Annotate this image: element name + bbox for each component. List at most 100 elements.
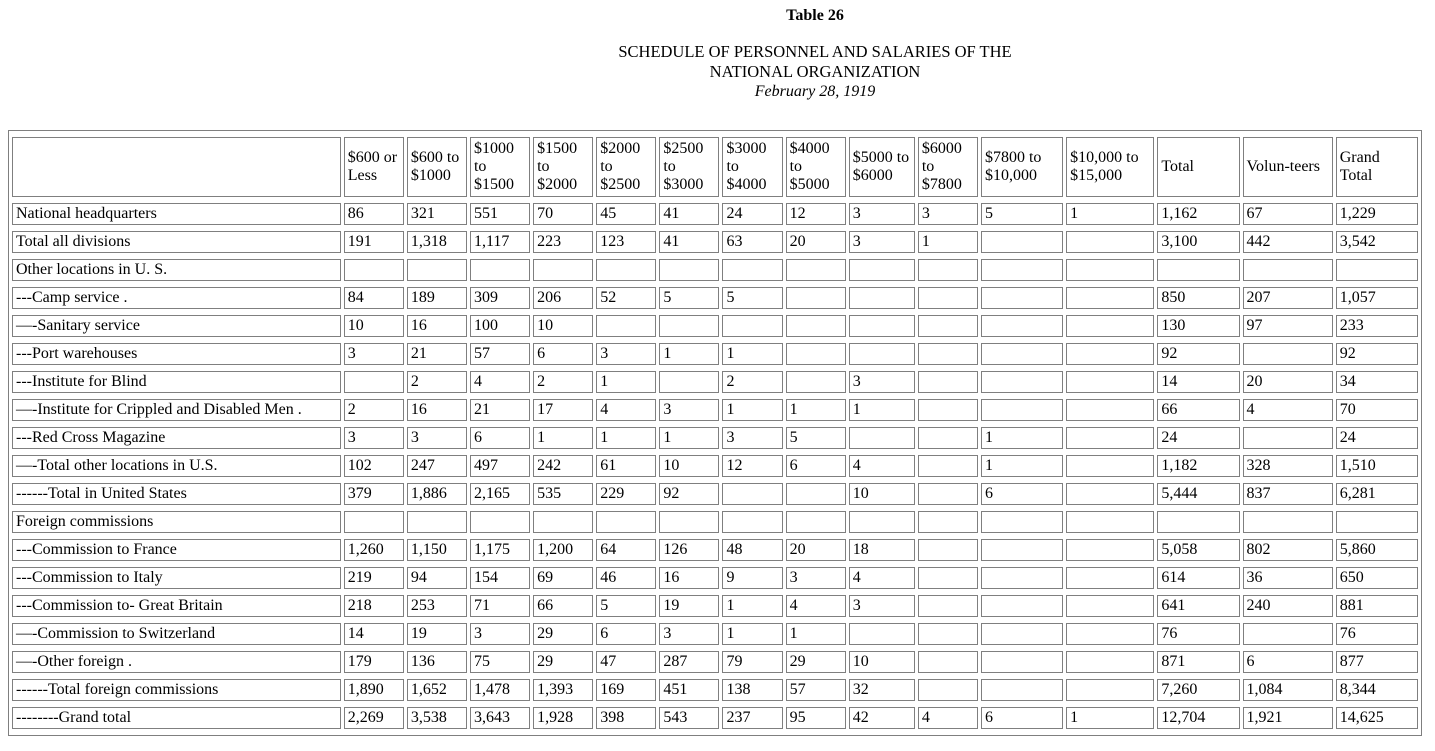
cell: 5	[596, 595, 657, 617]
cell: 123	[596, 231, 657, 253]
cell	[917, 679, 978, 701]
row-label: Total all divisions	[12, 231, 341, 253]
cell: 10	[848, 483, 915, 505]
document-heading: Table 26 SCHEDULE OF PERSONNEL AND SALAR…	[0, 0, 1435, 102]
cell	[659, 259, 720, 281]
cell	[596, 511, 657, 533]
cell: 3	[659, 399, 720, 421]
row-label: —-Other foreign .	[12, 651, 341, 673]
cell: 4	[917, 707, 978, 729]
cell: 223	[533, 231, 594, 253]
cell: 21	[406, 343, 467, 365]
cell: 7,260	[1157, 679, 1240, 701]
cell: 1	[980, 455, 1064, 477]
cell: 5,058	[1157, 539, 1240, 561]
cell	[1157, 259, 1240, 281]
cell	[343, 511, 404, 533]
cell: 6,281	[1335, 483, 1418, 505]
cell: 497	[469, 455, 531, 477]
row-label: National headquarters	[12, 203, 341, 225]
cell: 19	[659, 595, 720, 617]
cell: 451	[659, 679, 720, 701]
column-header: $600 or Less	[343, 137, 404, 197]
cell	[1066, 595, 1155, 617]
cell: 102	[343, 455, 404, 477]
cell: 614	[1157, 567, 1240, 589]
cell	[596, 259, 657, 281]
cell	[722, 315, 783, 337]
cell: 1	[722, 343, 783, 365]
cell: 3	[659, 623, 720, 645]
cell: 1	[659, 343, 720, 365]
cell: 154	[469, 567, 531, 589]
cell: 1,652	[406, 679, 467, 701]
cell: 3,643	[469, 707, 531, 729]
cell: 69	[533, 567, 594, 589]
cell	[848, 623, 915, 645]
cell: 5	[722, 287, 783, 309]
cell	[469, 259, 531, 281]
cell: 6	[980, 707, 1064, 729]
cell	[343, 371, 404, 393]
cell: 5,444	[1157, 483, 1240, 505]
cell	[1242, 623, 1333, 645]
table-row: —-Other foreign . 179 136 75 29 47 287 79 29 10 87…	[12, 651, 1418, 673]
column-header: Total	[1157, 137, 1240, 197]
cell: 46	[596, 567, 657, 589]
cell: 191	[343, 231, 404, 253]
cell: 10	[848, 651, 915, 673]
cell: 70	[533, 203, 594, 225]
cell: 41	[659, 231, 720, 253]
cell: 877	[1335, 651, 1418, 673]
cell: 76	[1157, 623, 1240, 645]
cell: 1	[785, 399, 846, 421]
cell	[1157, 511, 1240, 533]
cell: 2,165	[469, 483, 531, 505]
cell: 8,344	[1335, 679, 1418, 701]
cell	[1066, 651, 1155, 673]
row-label: ---Commission to France	[12, 539, 341, 561]
cell: 76	[1335, 623, 1418, 645]
table-row: Total all divisions 191 1,318 1,117 223 123 41…	[12, 231, 1418, 253]
cell: 1	[596, 371, 657, 393]
cell: 10	[533, 315, 594, 337]
table-row: Foreign commissions	[12, 511, 1418, 533]
table-row: ---Red Cross Magazine 3 3 6 1 1 1 3 5 1 24 24	[12, 427, 1418, 449]
cell: 1,886	[406, 483, 467, 505]
cell: 9	[722, 567, 783, 589]
cell	[980, 231, 1064, 253]
cell: 5	[785, 427, 846, 449]
cell: 1	[917, 231, 978, 253]
cell: 398	[596, 707, 657, 729]
cell	[917, 371, 978, 393]
cell	[1242, 343, 1333, 365]
cell: 802	[1242, 539, 1333, 561]
cell: 2,269	[343, 707, 404, 729]
cell: 57	[785, 679, 846, 701]
cell: 71	[469, 595, 531, 617]
cell	[1242, 259, 1333, 281]
cell	[1066, 371, 1155, 393]
cell: 136	[406, 651, 467, 673]
row-label: ---Red Cross Magazine	[12, 427, 341, 449]
cell: 1,229	[1335, 203, 1418, 225]
cell: 1	[1066, 707, 1155, 729]
cell: 551	[469, 203, 531, 225]
cell: 1,510	[1335, 455, 1418, 477]
cell	[980, 399, 1064, 421]
cell: 10	[659, 455, 720, 477]
cell	[980, 623, 1064, 645]
cell: 321	[406, 203, 467, 225]
cell: 207	[1242, 287, 1333, 309]
cell: 1	[848, 399, 915, 421]
row-label: ---Commission to Italy	[12, 567, 341, 589]
cell: 138	[722, 679, 783, 701]
cell: 92	[1335, 343, 1418, 365]
cell	[917, 567, 978, 589]
cell: 3	[917, 203, 978, 225]
table-row: ---Institute for Blind 2 4 2 1 2 3 14 20 34	[12, 371, 1418, 393]
cell: 6	[469, 427, 531, 449]
cell: 1	[596, 427, 657, 449]
cell: 3	[848, 203, 915, 225]
